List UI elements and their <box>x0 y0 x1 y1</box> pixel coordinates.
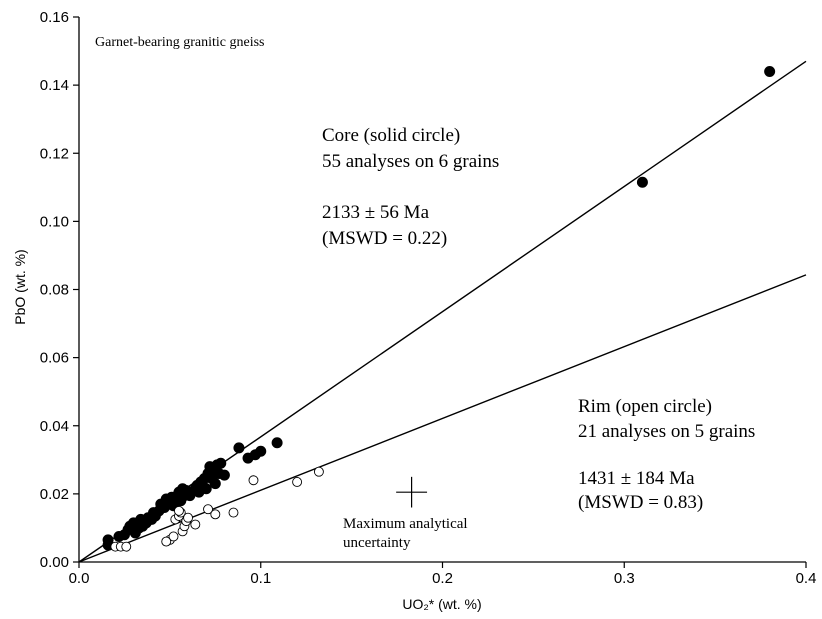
x-tick-label: 0.2 <box>432 570 453 587</box>
rim-data-point <box>210 509 221 520</box>
x-tick-label: 0.1 <box>250 570 271 587</box>
uncertainty-label-line2: uncertainty <box>343 535 411 551</box>
core-data-point <box>215 457 227 469</box>
core-age: 2133 ± 56 Ma <box>322 202 430 223</box>
y-tick-label: 0.00 <box>40 554 69 571</box>
core-label-line2: 55 analyses on 6 grains <box>322 151 499 172</box>
rim-data-point <box>203 504 213 515</box>
rim-mswd: (MSWD = 0.83) <box>578 492 703 513</box>
core-data-point <box>764 66 776 77</box>
y-tick-label: 0.14 <box>40 77 69 94</box>
rim-age: 1431 ± 184 Ma <box>578 468 695 489</box>
core-data-point <box>271 437 283 449</box>
core-data-point <box>200 483 212 495</box>
rim-label-line1: Rim (open circle) <box>578 396 712 417</box>
rim-data-point <box>174 505 184 516</box>
x-tick-label: 0.3 <box>614 570 635 587</box>
core-data-point <box>218 469 230 481</box>
plot-axes: 0.0 0.1 0.2 0.3 0.4 0.00 0.02 0.04 0.06 0.08 0.10 0… <box>40 9 817 587</box>
y-axis-title: PbO (wt. %) <box>12 249 28 324</box>
rim-data-point <box>248 475 259 486</box>
core-label-line1: Core (solid circle) <box>322 125 460 146</box>
rim-data-point <box>190 519 201 530</box>
x-axis-title: UO₂* (wt. %) <box>402 596 481 612</box>
y-tick-label: 0.06 <box>40 350 69 367</box>
x-tick-label: 0.4 <box>796 570 817 587</box>
rim-data-point <box>228 507 239 518</box>
error-cross <box>396 476 428 508</box>
y-tick-label: 0.04 <box>40 418 69 435</box>
core-data-point <box>102 534 114 546</box>
y-tick-label: 0.16 <box>40 9 69 26</box>
rim-label-line2: 21 analyses on 5 grains <box>578 421 755 442</box>
data-points <box>102 66 776 552</box>
x-tick-label: 0.0 <box>69 570 90 587</box>
rim-data-point <box>161 536 172 547</box>
rim-data-point <box>121 541 132 552</box>
rim-data-point <box>183 512 194 523</box>
rim-data-point <box>168 531 179 542</box>
core-data-point <box>233 442 245 454</box>
rim-isochron-line <box>78 274 807 563</box>
rim-data-point <box>313 466 324 477</box>
y-tick-label: 0.12 <box>40 145 69 162</box>
y-tick-label: 0.10 <box>40 213 69 230</box>
y-tick-label: 0.02 <box>40 486 69 503</box>
uncertainty-label-line1: Maximum analytical <box>343 516 468 532</box>
chart-title: Garnet-bearing granitic gneiss <box>95 35 265 50</box>
y-tick-label: 0.08 <box>40 282 69 299</box>
core-data-point <box>255 445 267 457</box>
core-data-point <box>209 478 221 490</box>
rim-data-point <box>292 477 303 487</box>
core-data-point <box>636 176 648 188</box>
core-mswd: (MSWD = 0.22) <box>322 228 447 249</box>
